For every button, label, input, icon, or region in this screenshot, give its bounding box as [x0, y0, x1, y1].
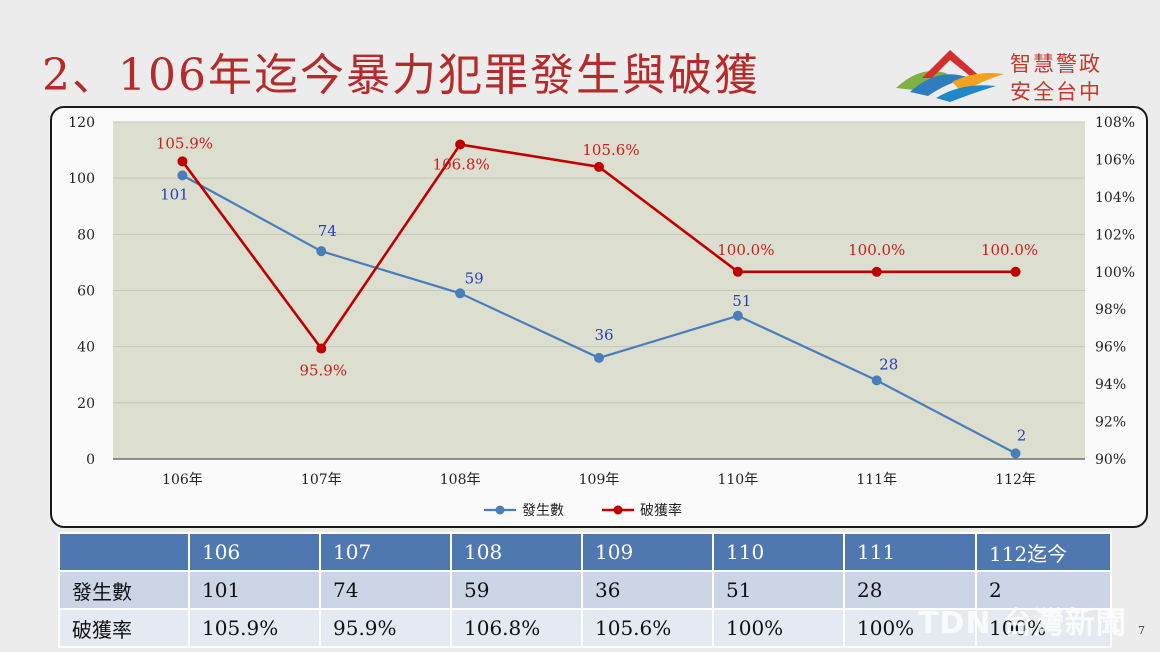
table-cell: 106.8%: [450, 608, 583, 648]
page-title: 2、106年迄今暴力犯罪發生與破獲: [42, 50, 760, 101]
table-header-cell: 111: [843, 532, 977, 572]
data-label-clearance-rate: 100.0%: [717, 241, 774, 259]
table-cell: 101: [188, 570, 321, 610]
x-tick-label: 109年: [579, 472, 620, 488]
data-point-left: [177, 170, 188, 181]
y-left-tick-label: 80: [77, 227, 95, 243]
mountain-logo-icon: [896, 50, 1004, 102]
table-cell: 51: [712, 570, 845, 610]
y-right-tick-label: 104%: [1095, 190, 1135, 206]
table-header-cell: 110: [712, 532, 845, 572]
data-label-occurrences: 2: [1017, 426, 1027, 444]
data-table: 106 107 108 109 110 111 112迄今 發生數 101 74…: [58, 532, 1112, 648]
data-label-occurrences: 74: [318, 222, 337, 240]
logo-text-line1: 智慧警政: [1010, 52, 1102, 76]
data-label-clearance-rate: 105.6%: [582, 141, 639, 159]
table-cell: 95.9%: [319, 608, 452, 648]
table-header-cell: 108: [450, 532, 583, 572]
data-label-clearance-rate: 100.0%: [981, 241, 1038, 259]
legend-marker-clearance-rate: [613, 505, 623, 515]
data-label-occurrences: 36: [594, 326, 613, 344]
y-right-tick-label: 102%: [1095, 227, 1135, 243]
y-right-tick-label: 108%: [1095, 115, 1135, 131]
x-tick-label: 111年: [856, 472, 897, 488]
logo-text-line2: 安全台中: [1010, 80, 1102, 104]
data-label-clearance-rate: 100.0%: [848, 241, 905, 259]
table-cell: 發生數: [58, 570, 190, 610]
data-point-left: [871, 375, 882, 386]
data-point-left: [594, 352, 604, 363]
data-label-occurrences: 51: [732, 292, 751, 310]
data-point-right: [177, 156, 188, 167]
y-right-tick-label: 96%: [1095, 340, 1126, 356]
chart-panel: 0 20 40 60 80 100 120 90% 92% 94% 96% 98% 100% 102% 10…: [50, 106, 1148, 528]
y-right-tick-label: 106%: [1095, 152, 1135, 168]
table-cell: 100%: [843, 608, 977, 648]
data-point-right: [732, 266, 743, 277]
x-tick-label: 112年: [995, 472, 1036, 488]
legend-label-clearance-rate: 破獲率: [640, 502, 682, 519]
data-point-right: [1010, 266, 1021, 277]
police-logo: 智慧警政 安全台中: [892, 44, 1142, 104]
table-cell: 36: [581, 570, 714, 610]
table-header-cell: 109: [581, 532, 714, 572]
x-tick-label: 110年: [717, 472, 758, 488]
page-number: 7: [1138, 624, 1145, 637]
data-point-right: [871, 266, 882, 277]
y-right-tick-label: 92%: [1095, 415, 1126, 431]
table-header-cell: [58, 532, 190, 572]
data-label-occurrences: 101: [160, 185, 189, 203]
table-cell: 28: [843, 570, 977, 610]
table-cell: 100%: [712, 608, 845, 648]
legend-label-occurrences: 發生數: [522, 503, 564, 519]
data-label-clearance-rate: 105.9%: [156, 134, 213, 152]
table-cell: 105.6%: [581, 608, 714, 648]
y-right-tick-label: 90%: [1095, 452, 1126, 468]
x-tick-label: 108年: [440, 472, 481, 488]
y-left-tick-label: 60: [77, 284, 95, 300]
watermark-logo: TDN 台灣新聞: [918, 606, 1127, 641]
table-cell: 2: [975, 570, 1112, 610]
data-label-occurrences: 28: [879, 355, 898, 373]
table-header-row: 106 107 108 109 110 111 112迄今: [58, 532, 1112, 572]
table-cell: 破獲率: [58, 608, 190, 648]
table-header-cell: 107: [319, 532, 452, 572]
table-row: 發生數 101 74 59 36 51 28 2: [58, 570, 1112, 610]
legend-marker-occurrences: [495, 505, 505, 515]
table-cell: 105.9%: [188, 608, 321, 648]
data-point-left: [732, 310, 743, 321]
data-point-left: [455, 288, 466, 299]
y-right-tick-label: 94%: [1095, 377, 1126, 393]
data-point-left: [316, 246, 327, 257]
table-row: 破獲率 105.9% 95.9% 106.8% 105.6% 100% 100%…: [58, 608, 1112, 648]
y-left-tick-label: 120: [68, 115, 95, 131]
y-left-tick-label: 20: [77, 396, 95, 412]
data-point-right: [455, 139, 466, 150]
table-cell: 59: [450, 570, 583, 610]
line-chart: 0 20 40 60 80 100 120 90% 92% 94% 96% 98% 100% 102% 10…: [68, 115, 1135, 519]
data-label-clearance-rate: 95.9%: [299, 362, 347, 380]
data-point-left: [1010, 448, 1021, 459]
x-tick-label: 106年: [162, 472, 203, 488]
x-tick-label: 107年: [301, 472, 342, 488]
table-cell: 100%: [975, 608, 1112, 648]
y-left-tick-label: 100: [68, 171, 95, 187]
y-right-tick-label: 100%: [1095, 265, 1135, 281]
y-left-tick-label: 40: [77, 340, 95, 356]
y-left-tick-label: 0: [86, 452, 95, 468]
table-header-cell: 112迄今: [975, 532, 1112, 572]
table-header-cell: 106: [188, 532, 321, 572]
data-point-right: [594, 161, 604, 172]
table-cell: 74: [319, 570, 452, 610]
y-right-tick-label: 98%: [1095, 302, 1126, 318]
data-point-right: [316, 343, 327, 354]
data-label-occurrences: 59: [465, 269, 484, 287]
data-label-clearance-rate: 106.8%: [433, 155, 490, 173]
